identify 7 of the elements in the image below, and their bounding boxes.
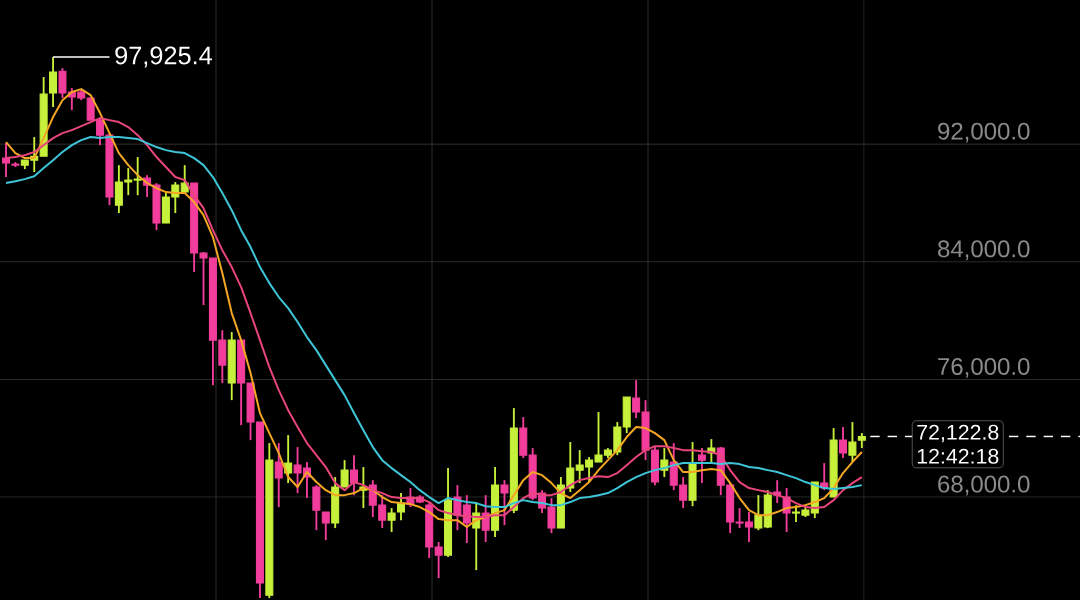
ref-line-label: 72,122.8	[917, 424, 999, 443]
y-tick-label: 92,000.0	[938, 122, 1030, 143]
text: 12:42:18	[917, 448, 999, 464]
annotation: 97,925.4	[115, 46, 212, 68]
y-tick-label: 76,000.0	[938, 357, 1030, 378]
y-tick-label: 84,000.0	[938, 240, 1030, 261]
y-tick-label: 68,000.0	[938, 475, 1030, 496]
